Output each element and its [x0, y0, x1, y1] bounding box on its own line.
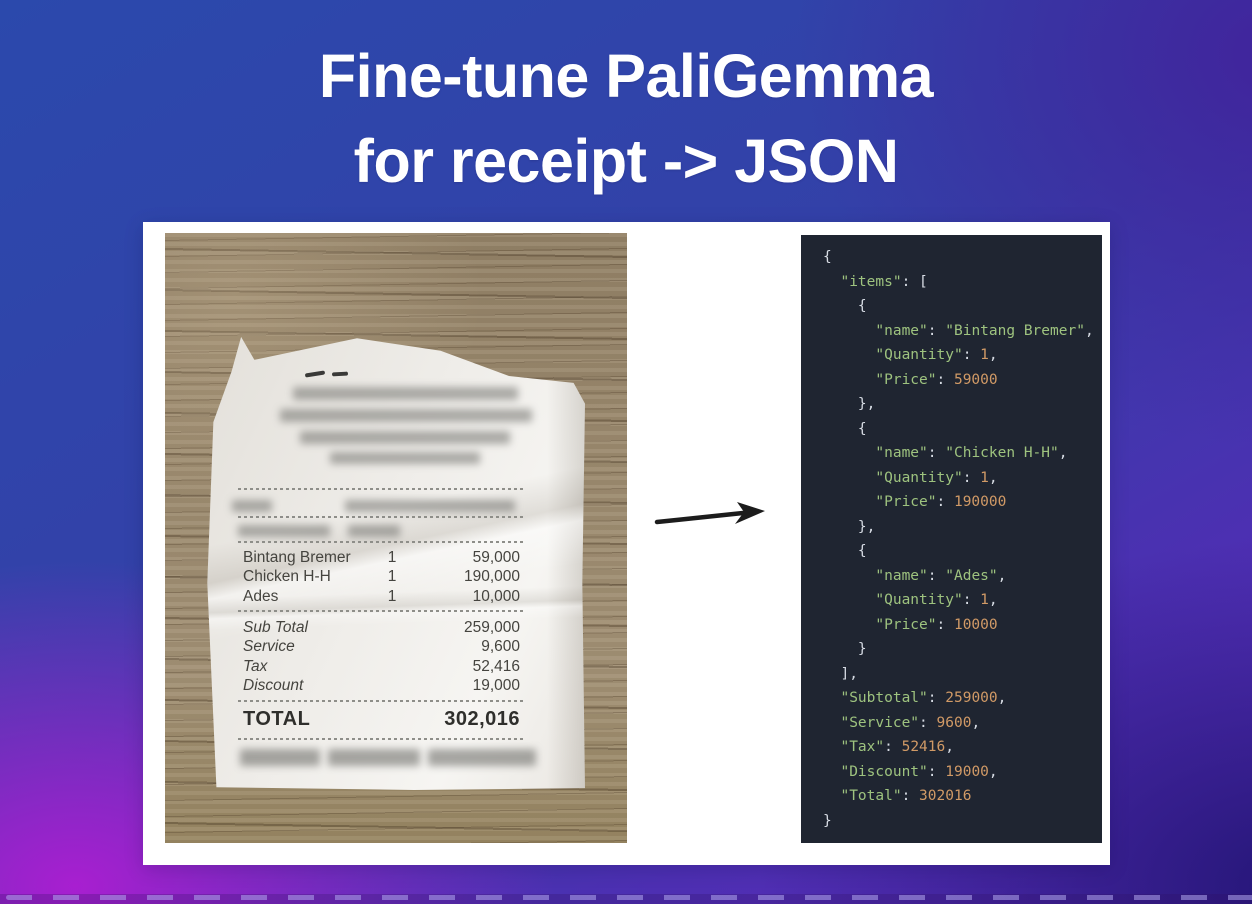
receipt-summary-row: Tax 52,416: [243, 657, 520, 675]
receipt-paper: Bintang Bremer 1 59,000 Chicken H-H 1 190,000…: [207, 336, 585, 790]
blurred-info-line: [345, 500, 515, 512]
code-line: "Quantity": 1,: [875, 592, 998, 608]
blurred-header-line: [280, 409, 532, 422]
content-card: Bintang Bremer 1 59,000 Chicken H-H 1 190,000…: [143, 222, 1110, 865]
dashed-separator: [238, 541, 525, 543]
json-code-panel: { "items": [ { "name": "Bintang Bremer",…: [801, 235, 1102, 843]
dashed-separator: [238, 738, 525, 740]
receipt-item-row: Chicken H-H 1 190,000: [243, 568, 520, 586]
code-line: {: [823, 543, 867, 559]
code-line: "Price": 10000: [875, 616, 998, 633]
code-line: "name": "Chicken H-H",: [875, 445, 1068, 461]
code-line: },: [823, 518, 876, 535]
receipt-summary-row: Discount 19,000: [243, 677, 520, 695]
code-line: ],: [823, 665, 858, 682]
receipt-summary-row: Sub Total 259,000: [243, 618, 520, 636]
code-line: "items": [: [840, 273, 928, 290]
code-line: "Quantity": 1,: [875, 347, 998, 363]
receipt-photo: Bintang Bremer 1 59,000 Chicken H-H 1 190,000…: [165, 233, 627, 843]
blurred-footer-line: [328, 749, 420, 766]
page-title: Fine-tune PaliGemma for receipt -> JSON: [0, 33, 1252, 203]
dashed-separator: [238, 488, 525, 490]
blurred-header-line: [293, 387, 518, 400]
dashed-separator: [238, 516, 525, 518]
code-line: {: [823, 420, 867, 437]
code-line: },: [823, 396, 876, 412]
blurred-info-line: [232, 500, 272, 512]
receipt-total-row: TOTAL 302,016: [243, 708, 520, 731]
code-line: "name": "Ades",: [875, 567, 1007, 584]
blurred-header-line: [300, 431, 510, 444]
json-code: { "items": [ { "name": "Bintang Bremer",…: [801, 235, 1102, 833]
dashed-separator: [238, 610, 525, 612]
code-line: "Service": 9600,: [840, 714, 981, 731]
receipt-item-row: Bintang Bremer 1 59,000: [243, 548, 520, 566]
code-line: "Tax": 52416,: [840, 739, 954, 755]
code-line: }: [823, 641, 867, 657]
bottom-dashed-border: [0, 894, 1252, 904]
code-line: "Total": 302016: [840, 788, 972, 804]
code-line: "Subtotal": 259000,: [840, 690, 1007, 706]
right-arrow-icon: [654, 502, 765, 525]
blurred-footer-line: [240, 749, 320, 766]
receipt-total-value: 302,016: [444, 708, 520, 730]
receipt-summary-row: Service 9,600: [243, 638, 520, 656]
code-line: "Quantity": 1,: [875, 469, 998, 486]
receipt-summary: Sub Total 259,000 Service 9,600 Tax 52,416 Dis…: [243, 618, 520, 696]
dashed-separator: [238, 700, 525, 702]
blurred-footer-line: [428, 749, 536, 766]
blurred-info-line: [238, 525, 330, 537]
title-line-2: for receipt -> JSON: [353, 126, 899, 195]
staple-icon: [304, 363, 349, 381]
code-line: "Discount": 19000,: [840, 763, 998, 780]
receipt-total-label: TOTAL: [243, 708, 311, 730]
receipt-items: Bintang Bremer 1 59,000 Chicken H-H 1 190,000…: [243, 548, 520, 607]
title-line-1: Fine-tune PaliGemma: [318, 41, 934, 110]
code-line: "Price": 190000: [875, 494, 1007, 510]
code-line: {: [823, 249, 832, 265]
code-line: "Price": 59000: [875, 371, 998, 388]
paper-crease: [207, 580, 585, 630]
code-line: "name": "Bintang Bremer",: [875, 322, 1094, 339]
receipt-item-row: Ades 1 10,000: [243, 587, 520, 605]
code-line: }: [823, 812, 832, 829]
blurred-header-line: [330, 452, 480, 464]
code-line: {: [823, 298, 867, 314]
blurred-info-line: [348, 525, 400, 537]
